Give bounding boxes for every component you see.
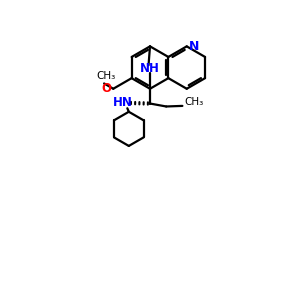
Text: HN: HN <box>112 96 132 109</box>
Text: CH₃: CH₃ <box>185 98 204 107</box>
Text: NH: NH <box>140 62 160 75</box>
Text: O: O <box>102 82 112 95</box>
Text: CH₃: CH₃ <box>96 70 115 80</box>
Text: N: N <box>189 40 200 53</box>
